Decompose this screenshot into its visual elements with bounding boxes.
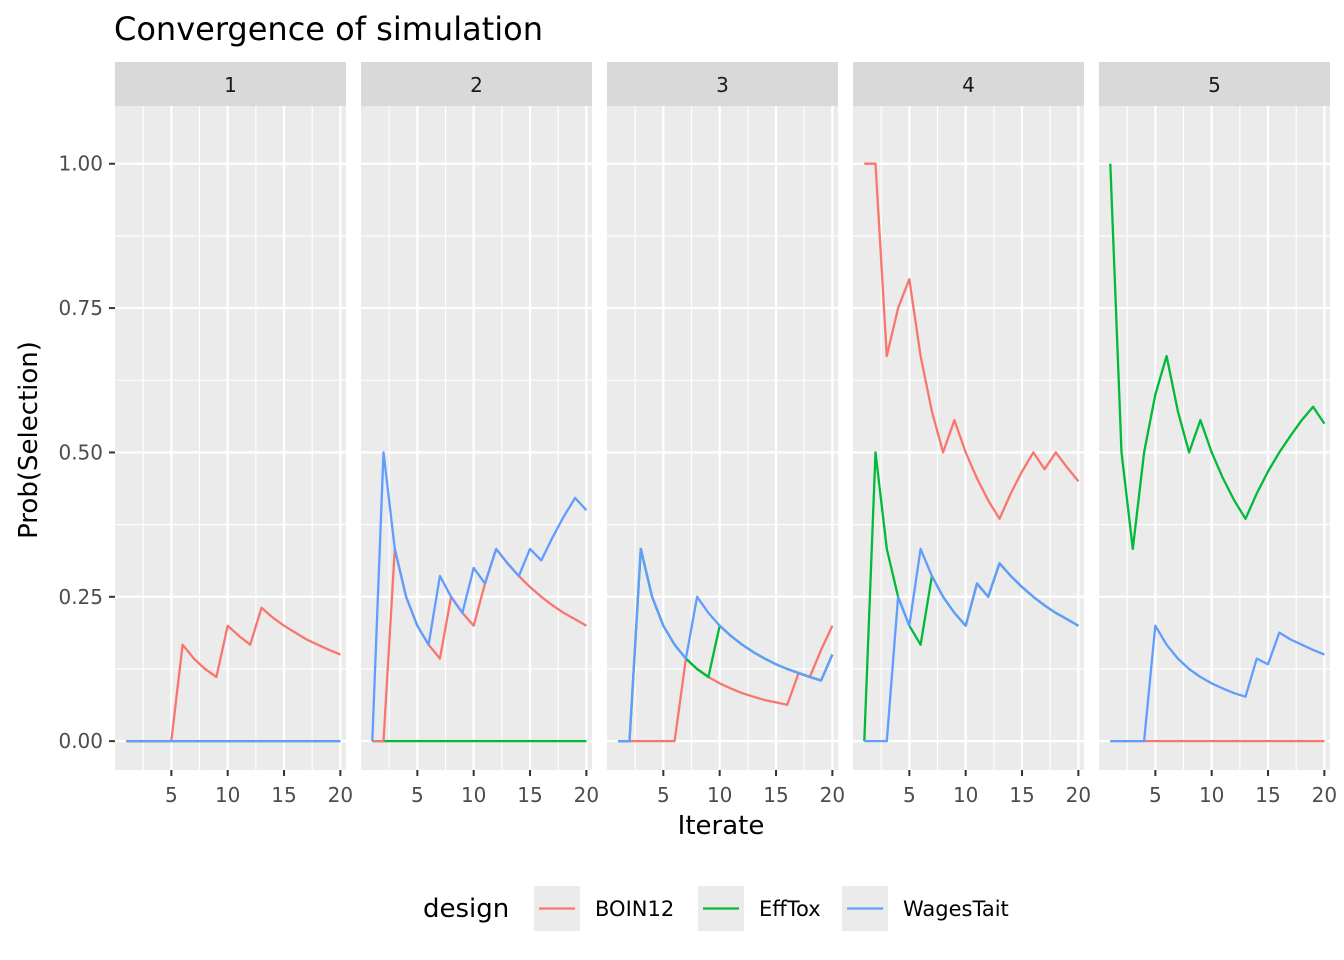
y-axis-title: Prob(Selection)	[14, 341, 44, 539]
panel-2: 2 5 10 15 20	[361, 62, 599, 807]
legend-title: design	[423, 894, 509, 924]
series-line-efftox	[1109, 163, 1326, 551]
y-tick-label: 0.50	[58, 440, 103, 464]
legend-item-boin12: BOIN12	[534, 886, 674, 931]
strip-5	[1099, 62, 1330, 106]
series-line-wagestait	[371, 451, 588, 742]
legend-label: EffTox	[759, 897, 821, 921]
panel-background	[607, 106, 838, 770]
series-line-wagestait	[864, 547, 1079, 743]
strip-label: 1	[224, 73, 237, 97]
strip-label: 3	[716, 73, 729, 97]
x-tick-label: 10	[215, 783, 240, 807]
y-tick-label: 0.75	[58, 296, 103, 320]
y-tick-label: 1.00	[58, 152, 103, 176]
y-axis: 0.00 0.25 0.50 0.75 1.00	[58, 152, 115, 753]
strip-2	[361, 62, 592, 106]
series-line-boin12	[618, 625, 834, 743]
x-tick-label: 10	[707, 783, 732, 807]
y-tick-label: 0.00	[58, 729, 103, 753]
x-tick-label: 20	[1066, 783, 1091, 807]
x-tick-label: 10	[1199, 783, 1224, 807]
x-tick-label: 20	[328, 783, 353, 807]
x-tick-label: 5	[165, 783, 178, 807]
x-tick-label: 20	[1312, 783, 1337, 807]
strip-label: 2	[470, 73, 483, 97]
x-tick-label: 20	[820, 783, 845, 807]
panel-background	[853, 106, 1084, 770]
legend-item-efftox: EffTox	[698, 886, 821, 931]
legend-item-wagestait: WagesTait	[842, 886, 1009, 931]
x-tick-label: 15	[271, 783, 296, 807]
chart-title: Convergence of simulation	[114, 10, 543, 48]
y-tick-label: 0.25	[58, 585, 103, 609]
legend-label: WagesTait	[903, 897, 1009, 921]
x-tick-label: 10	[461, 783, 486, 807]
strip-4	[853, 62, 1084, 106]
panel-5: 5 5 10 15 20	[1099, 62, 1337, 807]
panel-background	[115, 106, 346, 770]
series-line-boin12	[864, 162, 1080, 520]
x-tick-label: 15	[1255, 783, 1280, 807]
x-axis-title: Iterate	[678, 811, 765, 841]
strip-1	[115, 62, 346, 106]
x-tick-label: 15	[1009, 783, 1034, 807]
panel-3: 3 5 10 15 20	[607, 62, 845, 807]
x-tick-label: 5	[1149, 783, 1162, 807]
strip-label: 5	[1208, 73, 1221, 97]
series-line-wagestait	[618, 547, 834, 743]
legend-label: BOIN12	[595, 897, 674, 921]
panel-1: 15 10 15 20	[115, 62, 353, 807]
x-tick-label: 15	[763, 783, 788, 807]
strip-3	[607, 62, 838, 106]
x-tick-label: 10	[953, 783, 978, 807]
x-tick-label: 20	[574, 783, 599, 807]
series-line-wagestait	[1110, 624, 1325, 743]
x-tick-label: 5	[411, 783, 424, 807]
x-tick-label: 5	[657, 783, 670, 807]
legend: design BOIN12 EffTox WagesTait	[423, 886, 1009, 931]
strip-label: 4	[962, 73, 975, 97]
panel-background	[361, 106, 592, 770]
panel-4: 4 5 10 15 20	[853, 62, 1091, 807]
x-tick-label: 5	[903, 783, 916, 807]
x-tick-label: 15	[517, 783, 542, 807]
panel-background	[1099, 106, 1330, 770]
